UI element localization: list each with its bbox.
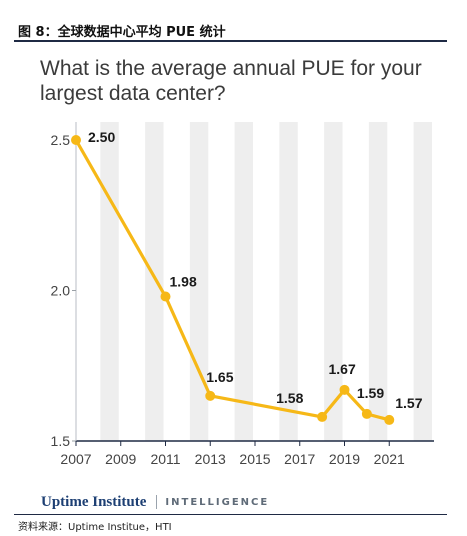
data-point <box>205 390 216 401</box>
data-label: 1.59 <box>357 385 384 401</box>
data-label: 1.57 <box>395 395 422 411</box>
grid-band <box>324 122 343 441</box>
grid-band <box>279 122 298 441</box>
figure-header: 图 8：全球数据中心平均 PUE 统计 <box>14 20 447 42</box>
x-tick-label: 2015 <box>239 451 270 467</box>
data-label: 2.50 <box>88 129 115 145</box>
data-label: 1.65 <box>206 369 233 385</box>
y-tick-label: 2.0 <box>51 283 71 299</box>
tick-labels: 1.5 2.0 2.5 2007 2009 2011 2013 2015 2017 2019 202… <box>51 132 405 467</box>
grid-band <box>413 122 432 441</box>
brand-tagline: INTELLIGENCE <box>165 496 270 508</box>
y-tick-label: 2.5 <box>51 132 71 148</box>
x-tick-label: 2007 <box>60 451 91 467</box>
figure-source: 资料来源：Uptime Institue，HTI <box>18 522 172 533</box>
grid-bands <box>100 122 432 441</box>
x-tick-label: 2009 <box>105 451 136 467</box>
data-label: 1.98 <box>170 274 197 290</box>
data-point <box>384 414 395 425</box>
line-chart: 1.5 2.0 2.5 2007 2009 2011 2013 2015 2017 2019 202… <box>51 122 434 467</box>
data-label: 1.58 <box>276 390 303 406</box>
data-point <box>317 411 328 422</box>
data-point <box>160 291 171 302</box>
x-tick-label: 2017 <box>284 451 315 467</box>
grid-band <box>100 122 119 441</box>
x-tick-label: 2021 <box>374 451 405 467</box>
grid-band <box>234 122 253 441</box>
chart-card: What is the average annual PUE for your … <box>14 44 447 514</box>
data-points <box>71 135 395 425</box>
brand-footer: Uptime Institute INTELLIGENCE <box>41 493 269 511</box>
footer-rule <box>14 514 447 515</box>
chart-question-title: What is the average annual PUE for your … <box>40 57 422 105</box>
x-tick-label: 2013 <box>195 451 226 467</box>
uptime-logo: Uptime Institute <box>41 493 147 510</box>
data-labels: 2.50 1.98 1.65 1.58 1.671.59 1.57 <box>88 129 423 411</box>
x-tick-label: 2011 <box>150 451 180 467</box>
x-tick-label: 2019 <box>329 451 360 467</box>
data-point <box>71 135 81 145</box>
y-tick-label: 1.5 <box>51 433 71 449</box>
grid-band <box>145 122 164 441</box>
data-point <box>361 408 372 419</box>
data-point <box>339 384 350 395</box>
grid-band <box>368 122 388 441</box>
data-label: 1.67 <box>329 361 356 377</box>
figure-title: 图 8：全球数据中心平均 PUE 统计 <box>18 25 226 40</box>
brand-divider <box>156 495 158 509</box>
